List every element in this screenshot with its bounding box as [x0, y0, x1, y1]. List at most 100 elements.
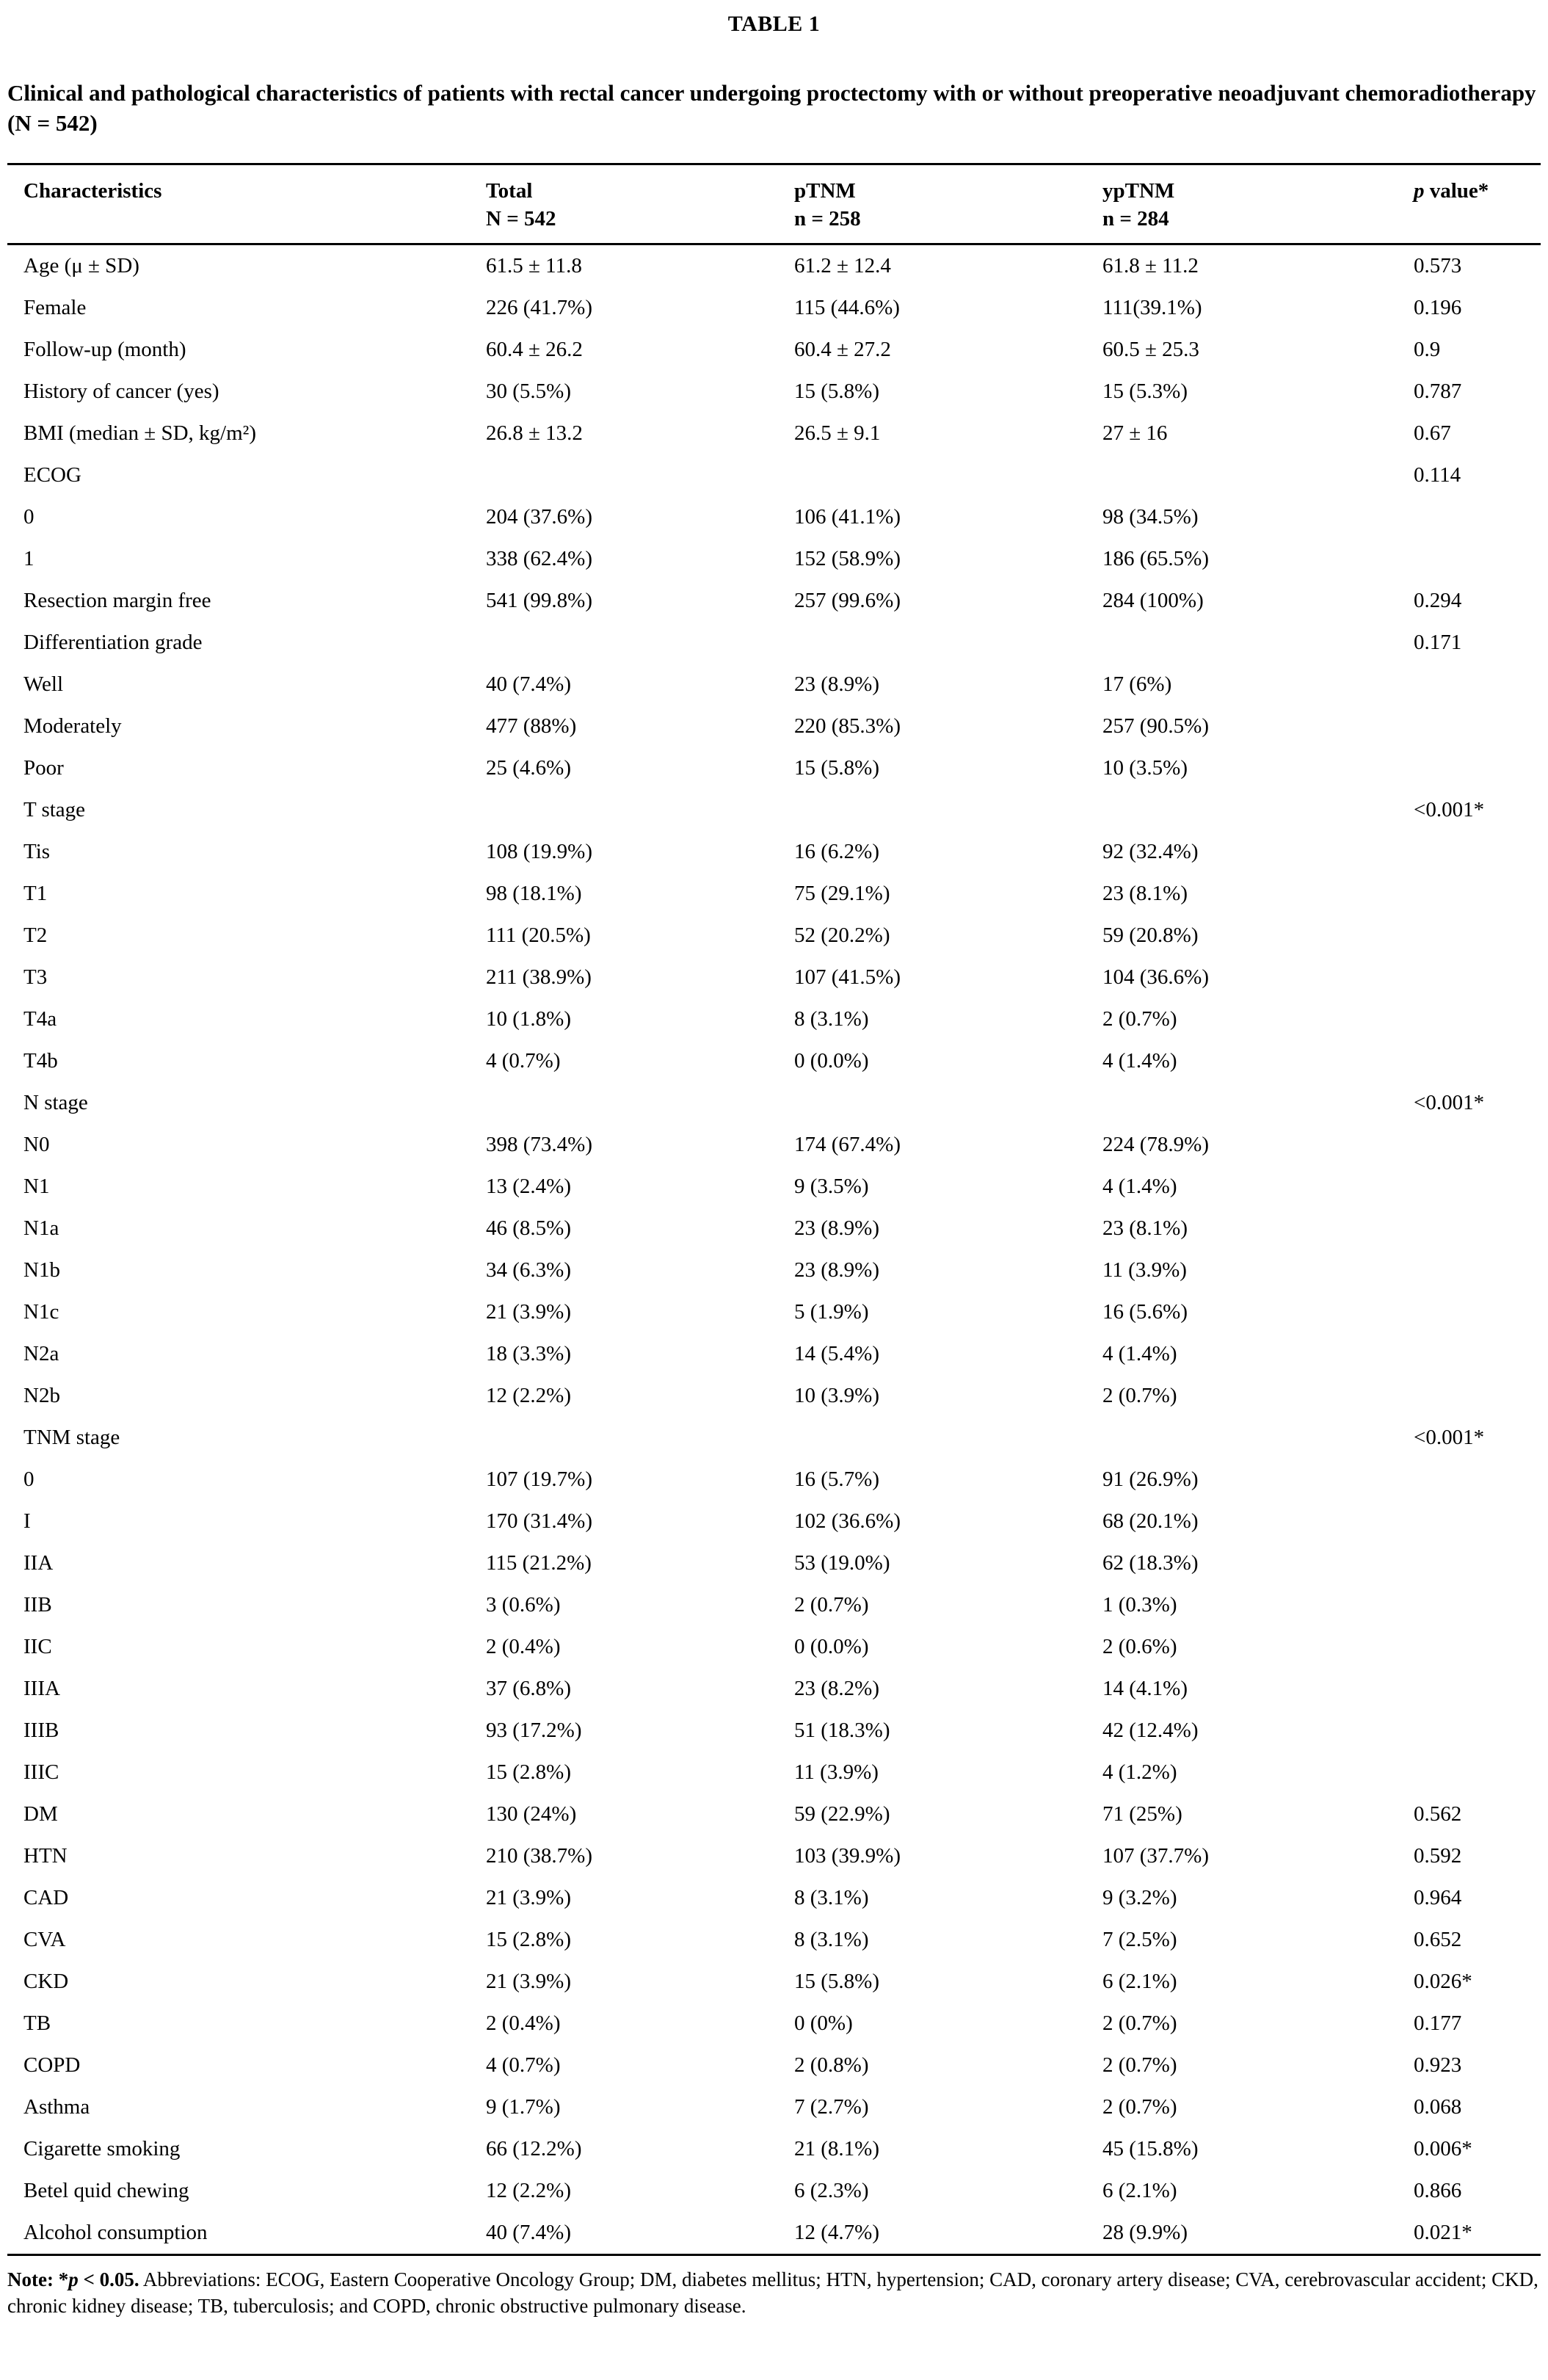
characteristic-cell: Alcohol consumption [23, 2221, 208, 2244]
p-value-cell: 0.9 [1414, 338, 1441, 361]
value-cell [486, 622, 794, 664]
characteristic-cell: T4a [23, 1007, 57, 1031]
p-value-cell: 0.114 [1414, 463, 1461, 487]
p-value-cell [1414, 1375, 1541, 1417]
table-row: Resection margin free 541 (99.8%) 257 (99.… [7, 580, 1541, 622]
value-cell: 2 (0.7%) [1102, 2095, 1177, 2119]
value-cell [1102, 454, 1414, 496]
value-cell: 21 (3.9%) [486, 1886, 571, 1909]
column-header: ypTNM n = 284 [1102, 164, 1414, 244]
table-row: Follow-up (month) 60.4 ± 26.2 60.4 ± 27.2 6… [7, 329, 1541, 371]
value-cell: 477 (88%) [486, 714, 577, 738]
value-cell: 2 (0.6%) [1102, 1635, 1177, 1658]
p-value-cell: 0.562 [1414, 1802, 1462, 1826]
value-cell: 11 (3.9%) [1102, 1258, 1187, 1282]
note-p-italic: p [68, 2268, 79, 2290]
value-cell: 0 (0.0%) [794, 1049, 869, 1073]
value-cell: 15 (5.8%) [794, 1970, 879, 1993]
note-bold-prefix: Note: * [7, 2268, 69, 2290]
value-cell: 102 (36.6%) [794, 1509, 901, 1533]
p-value-cell [1414, 1710, 1541, 1752]
characteristic-cell: T3 [23, 965, 48, 989]
value-cell: 0 (0%) [794, 2011, 853, 2035]
table-row: Alcohol consumption 40 (7.4%) 12 (4.7%) 28 … [7, 2212, 1541, 2255]
p-value-cell [1414, 1752, 1541, 1793]
value-cell: 111 (20.5%) [486, 924, 591, 947]
table-body: Age (μ ± SD) 61.5 ± 11.8 61.2 ± 12.4 61.8 ±… [7, 244, 1541, 2255]
value-cell: 17 (6%) [1102, 672, 1172, 696]
table-row: I 170 (31.4%) 102 (36.6%) 68 (20.1%) [7, 1501, 1541, 1542]
characteristic-cell: IIC [23, 1635, 52, 1658]
value-cell: 398 (73.4%) [486, 1133, 592, 1156]
value-cell: 8 (3.1%) [794, 1928, 869, 1951]
value-cell: 107 (41.5%) [794, 965, 901, 989]
value-cell: 21 (8.1%) [794, 2137, 879, 2160]
characteristic-cell: IIB [23, 1593, 52, 1617]
value-cell: 170 (31.4%) [486, 1509, 592, 1533]
value-cell: 4 (0.7%) [486, 1049, 561, 1073]
value-cell: 186 (65.5%) [1102, 547, 1209, 570]
value-cell: 26.8 ± 13.2 [486, 421, 583, 445]
table-caption: Clinical and pathological characteristic… [7, 80, 1536, 136]
characteristic-cell: CKD [23, 1970, 69, 1993]
value-cell: 16 (5.6%) [1102, 1300, 1188, 1324]
value-cell: 60.5 ± 25.3 [1102, 338, 1199, 361]
p-value-cell [1414, 496, 1541, 538]
p-value-cell: 0.67 [1414, 421, 1451, 445]
characteristic-cell: Poor [23, 756, 64, 780]
value-cell: 7 (2.7%) [794, 2095, 869, 2119]
value-cell: 8 (3.1%) [794, 1886, 869, 1909]
value-cell: 9 (3.5%) [794, 1175, 869, 1198]
value-cell: 23 (8.1%) [1102, 1216, 1188, 1240]
value-cell: 6 (2.1%) [1102, 1970, 1177, 1993]
value-cell [794, 1417, 1102, 1459]
value-cell: 115 (44.6%) [794, 296, 900, 319]
p-value-cell: 0.652 [1414, 1928, 1462, 1951]
value-cell: 13 (2.4%) [486, 1175, 571, 1198]
value-cell: 210 (38.7%) [486, 1844, 592, 1868]
characteristic-cell: Follow-up (month) [23, 338, 186, 361]
table-row: TNM stage <0.001* [7, 1417, 1541, 1459]
value-cell: 115 (21.2%) [486, 1551, 592, 1575]
p-value-cell: 0.177 [1414, 2011, 1462, 2035]
characteristic-cell: TB [23, 2011, 51, 2035]
value-cell: 12 (2.2%) [486, 1384, 571, 1407]
p-value-cell: 0.026* [1414, 1970, 1472, 1993]
p-value-cell: <0.001* [1414, 798, 1485, 821]
table-row: Female 226 (41.7%) 115 (44.6%) 111(39.1%) 0.… [7, 287, 1541, 329]
column-header-line1: Characteristics [23, 179, 162, 203]
value-cell: 4 (1.4%) [1102, 1049, 1177, 1073]
characteristic-cell: Age (μ ± SD) [23, 254, 139, 277]
value-cell [1102, 1417, 1414, 1459]
column-header: Total N = 542 [486, 164, 794, 244]
p-value-cell [1414, 1584, 1541, 1626]
table-row: History of cancer (yes) 30 (5.5%) 15 (5.8%… [7, 371, 1541, 413]
value-cell: 16 (6.2%) [794, 840, 879, 863]
table-row: Asthma 9 (1.7%) 7 (2.7%) 2 (0.7%) 0.068 [7, 2086, 1541, 2128]
value-cell: 2 (0.7%) [1102, 1384, 1177, 1407]
characteristic-cell: HTN [23, 1844, 68, 1868]
value-cell: 9 (1.7%) [486, 2095, 561, 2119]
table-row: T4b 4 (0.7%) 0 (0.0%) 4 (1.4%) [7, 1040, 1541, 1082]
value-cell: 59 (22.9%) [794, 1802, 890, 1826]
value-cell: 98 (34.5%) [1102, 505, 1199, 529]
value-cell: 2 (0.7%) [1102, 2053, 1177, 2077]
p-value-cell [1414, 831, 1541, 873]
column-header: p value* [1414, 164, 1541, 244]
table-note: Note: *p < 0.05. Abbreviations: ECOG, Ea… [7, 2266, 1541, 2319]
value-cell: 61.2 ± 12.4 [794, 254, 891, 277]
column-header-line2: n = 258 [794, 207, 861, 231]
value-cell: 130 (24%) [486, 1802, 577, 1826]
value-cell: 2 (0.7%) [1102, 1007, 1177, 1031]
characteristic-cell: T1 [23, 882, 48, 905]
value-cell: 40 (7.4%) [486, 2221, 571, 2244]
value-cell: 10 (1.8%) [486, 1007, 571, 1031]
p-value-cell [1414, 705, 1541, 747]
p-value-cell [1414, 1668, 1541, 1710]
column-header: Characteristics [7, 164, 486, 244]
value-cell: 6 (2.3%) [794, 2179, 869, 2202]
p-value-cell [1414, 1626, 1541, 1668]
value-cell [794, 454, 1102, 496]
paper-page: TABLE 1 Clinical and pathological charac… [7, 12, 1541, 2319]
table-row: DM 130 (24%) 59 (22.9%) 71 (25%) 0.562 [7, 1793, 1541, 1835]
